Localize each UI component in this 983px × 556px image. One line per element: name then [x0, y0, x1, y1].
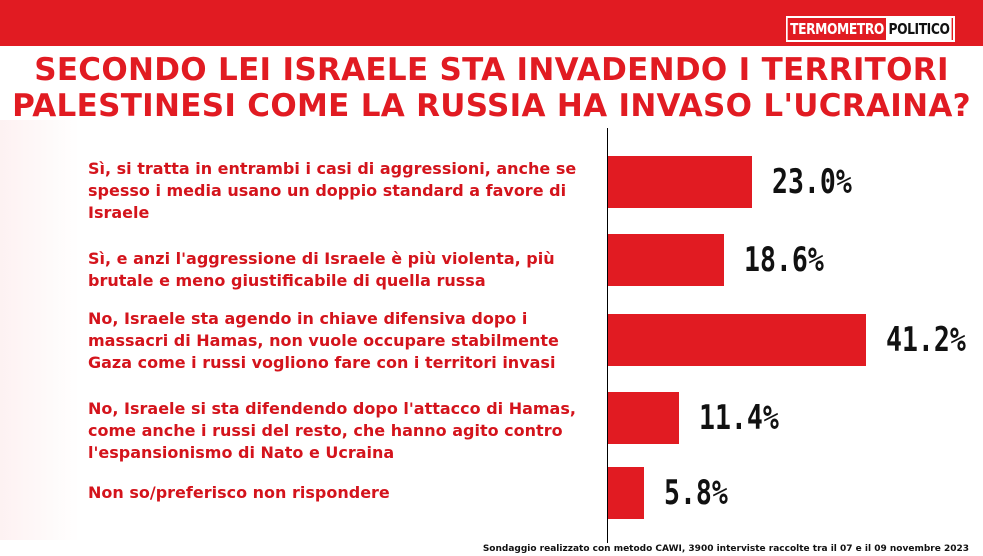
category-label: Sì, si tratta in entrambi i casi di aggr… — [88, 159, 577, 222]
data-label: 18.6% — [744, 240, 824, 280]
bar — [608, 392, 679, 444]
bar — [608, 314, 866, 366]
category-axis-line — [607, 128, 608, 543]
title-line-2: PALESTINESI COME LA RUSSIA HA INVASO L'U… — [12, 88, 971, 124]
data-label: 5.8% — [664, 473, 728, 513]
bar — [608, 467, 644, 519]
bar — [608, 234, 724, 286]
background-watermark — [0, 120, 80, 540]
data-label: 41.2% — [886, 320, 966, 360]
logo-part2: POLITICO — [886, 18, 953, 40]
data-label: 11.4% — [699, 398, 779, 438]
category-label: No, Israele si sta difendendo dopo l'att… — [88, 399, 576, 462]
title-line-1: SECONDO LEI ISRAELE STA INVADENDO I TERR… — [34, 52, 949, 88]
bar — [608, 156, 752, 208]
data-label: 23.0% — [772, 162, 852, 202]
survey-footnote: Sondaggio realizzato con metodo CAWI, 39… — [482, 544, 969, 554]
logo-part1: TERMOMETRO — [787, 18, 887, 40]
category-label: No, Israele sta agendo in chiave difensi… — [88, 309, 559, 372]
category-label: Sì, e anzi l'aggressione di Israele è pi… — [88, 249, 555, 290]
termometro-politico-logo: TERMOMETRO POLITICO — [786, 16, 955, 42]
chart-title: SECONDO LEI ISRAELE STA INVADENDO I TERR… — [10, 52, 973, 124]
category-label: Non so/preferisco non rispondere — [88, 483, 390, 502]
